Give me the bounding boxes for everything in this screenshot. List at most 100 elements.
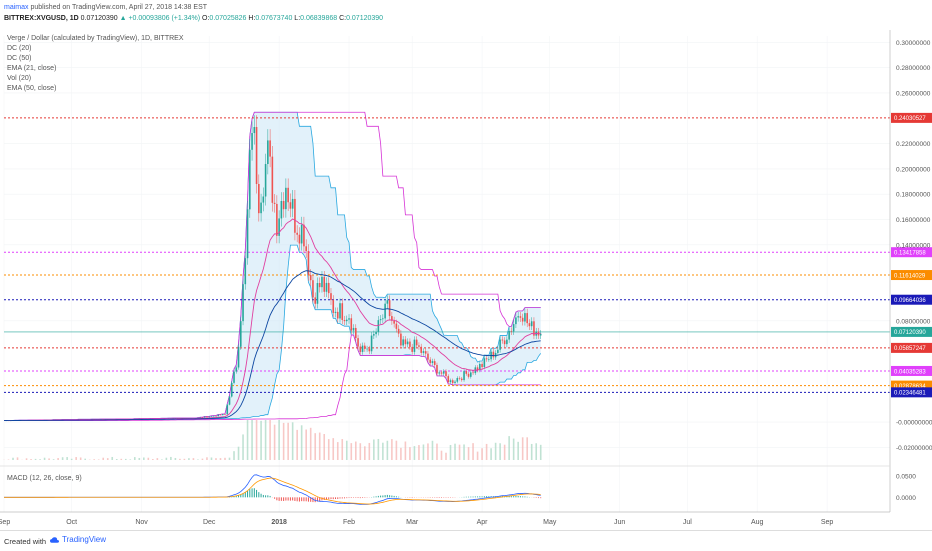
volume-bar: [116, 459, 118, 460]
volume-bar: [436, 444, 438, 460]
volume-bar: [197, 459, 199, 460]
candle-body: [362, 346, 364, 352]
candle-body: [269, 140, 271, 156]
volume-bar: [247, 420, 249, 460]
volume-bar: [486, 444, 488, 460]
legend-ema21[interactable]: EMA (21, close): [7, 64, 56, 73]
volume-bar: [129, 459, 131, 460]
candle-body: [452, 380, 454, 383]
candle-body: [321, 277, 323, 287]
volume-bar: [175, 458, 177, 460]
publish-line: maimax published on TradingView.com, Apr…: [4, 3, 207, 12]
candle-body: [427, 354, 429, 360]
candle-body: [211, 416, 213, 417]
candle-body: [486, 358, 488, 359]
volume-bar: [62, 457, 64, 460]
volume-bar: [107, 458, 109, 460]
volume-bar: [418, 445, 420, 460]
candle-body: [276, 204, 278, 236]
candle-body: [400, 334, 402, 346]
candle-body: [515, 317, 517, 324]
candle-body: [504, 340, 506, 344]
candle-body: [233, 372, 235, 383]
volume-bar: [490, 448, 492, 460]
volume-bar: [111, 457, 113, 460]
legend-dc20[interactable]: DC (20): [7, 44, 32, 53]
volume-bar: [251, 420, 253, 460]
candle-body: [393, 321, 395, 324]
x-tick-label: Apr: [477, 519, 489, 526]
candle-body: [364, 346, 366, 349]
candle-body: [310, 275, 312, 280]
volume-bar: [80, 457, 82, 460]
volume-bar: [44, 458, 46, 460]
candle-body: [312, 280, 314, 297]
legend-macd[interactable]: MACD (12, 26, close, 9): [7, 474, 82, 483]
volume-bar: [233, 451, 235, 460]
y-tick-label: 0.22000000: [896, 141, 931, 148]
price-chart[interactable]: 0.240305270.134178580.116140290.09664036…: [0, 30, 932, 530]
volume-bar: [157, 458, 159, 460]
candle-body: [441, 372, 443, 373]
volume-bar: [396, 441, 398, 460]
candle-body: [513, 324, 515, 331]
y-tick-label: -0.02000000: [896, 445, 932, 452]
volume-bar: [71, 459, 73, 460]
volume-bar: [472, 443, 474, 460]
volume-bar: [166, 458, 168, 460]
candle-body: [493, 352, 495, 358]
candle-body: [226, 405, 228, 415]
volume-bar: [139, 458, 141, 460]
candle-body: [328, 283, 330, 293]
candle-body: [314, 297, 316, 303]
legend-vol20[interactable]: Vol (20): [7, 74, 31, 83]
author-link[interactable]: maimax: [4, 4, 29, 11]
volume-bar: [12, 458, 14, 460]
level-price-label: 0.13417858: [894, 251, 926, 257]
volume-bar: [134, 457, 136, 460]
candle-body: [238, 347, 240, 368]
level-price-label: 0.05857247: [894, 346, 926, 352]
candle-body: [411, 347, 413, 352]
legend-ema50[interactable]: EMA (50, close): [7, 84, 56, 93]
candle-body: [299, 235, 301, 244]
candle-body: [305, 246, 307, 251]
volume-bar: [184, 459, 186, 460]
volume-bar: [274, 425, 276, 460]
volume-bar: [409, 447, 411, 460]
volume-bar: [193, 458, 195, 460]
volume-bar: [269, 420, 271, 460]
volume-bar: [481, 448, 483, 460]
candle-body: [438, 372, 440, 373]
volume-bar: [337, 442, 339, 460]
candle-body: [398, 329, 400, 334]
volume-bar: [84, 459, 86, 460]
candle-body: [508, 331, 510, 340]
candle-body: [229, 397, 231, 405]
tradingview-brand-link[interactable]: TradingView: [62, 535, 106, 544]
legend-dc50[interactable]: DC (50): [7, 54, 32, 63]
y-tick-label: 0.30000000: [896, 40, 931, 47]
volume-bar: [495, 443, 497, 460]
x-tick-label: 2018: [271, 519, 287, 526]
y-tick-label: 0.20000000: [896, 166, 931, 173]
volume-bar: [39, 459, 41, 460]
candle-body: [260, 203, 262, 214]
macd-y-tick-label: 0.0000: [896, 495, 916, 502]
volume-bar: [202, 459, 204, 460]
candle-body: [484, 358, 486, 367]
candle-body: [405, 339, 407, 344]
high-value: 0.07673740: [255, 15, 292, 22]
candle-body: [348, 318, 350, 319]
candle-body: [330, 293, 332, 300]
volume-bar: [242, 434, 244, 460]
candle-body: [506, 340, 508, 345]
candle-body: [499, 340, 501, 350]
volume-bar: [211, 457, 213, 460]
candle-body: [319, 283, 321, 287]
volume-bar: [423, 444, 425, 460]
volume-bar: [148, 458, 150, 460]
volume-bar: [346, 441, 348, 460]
volume-bar: [378, 439, 380, 460]
change-value: ▲ +0.00093806 (+1.34%): [120, 15, 201, 22]
